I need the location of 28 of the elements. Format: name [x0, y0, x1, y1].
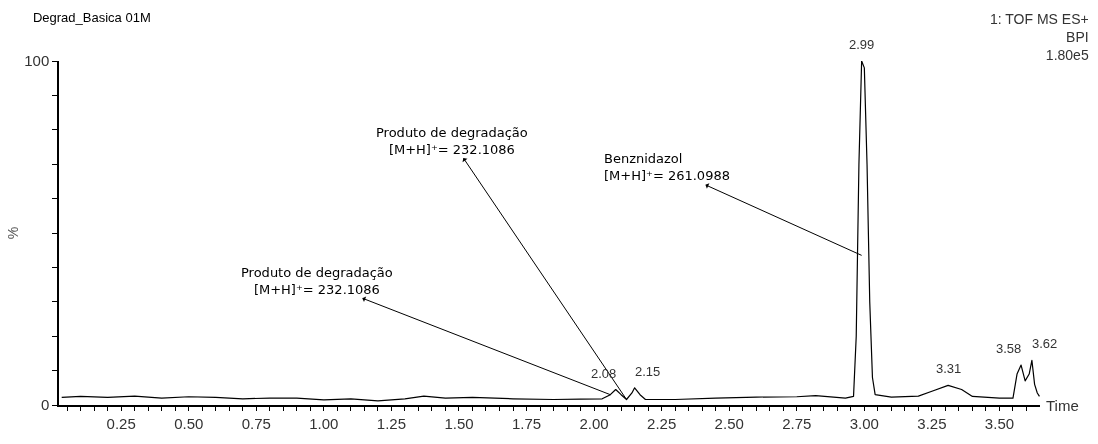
annotation: Benznidazol [M+H]⁺= 261.0988	[604, 151, 730, 183]
x-tick-label: 0.75	[241, 414, 271, 432]
annotation: 3.62	[1032, 336, 1058, 351]
y-tick-label: 0	[40, 396, 50, 414]
annotation: 2.99	[849, 37, 875, 52]
annotation: 2.15	[635, 364, 661, 379]
x-tick-label: 1.75	[511, 414, 542, 432]
annotation: 3.31	[936, 361, 962, 376]
annotation: Produto de degradação [M+H]⁺= 232.1086	[241, 265, 393, 297]
y-tick-label: 100	[24, 52, 50, 70]
x-tick-label: 0.50	[174, 414, 204, 432]
chart-title: Degrad_Basica 01M	[32, 10, 151, 26]
x-tick-label: 1.00	[309, 414, 339, 432]
annotation: 3.58	[996, 341, 1022, 356]
x-tick-label: 3.25	[917, 414, 947, 432]
x-tick-label: 2.75	[782, 414, 812, 432]
x-tick-label: 2.50	[714, 414, 744, 432]
annotation: 1: TOF MS ES+ BPI 1.80e5	[990, 11, 1089, 64]
x-tick-label: 1.50	[444, 414, 474, 432]
x-axis-title: Time	[1046, 397, 1079, 414]
y-axis-title: %	[5, 226, 22, 240]
x-tick-label: 1.25	[376, 414, 406, 432]
x-tick-label: 3.00	[849, 414, 879, 432]
annotation: Produto de degradação [M+H]⁺= 232.1086	[376, 125, 528, 157]
x-tick-label: 3.50	[984, 414, 1015, 432]
x-tick-label: 0.25	[106, 414, 136, 432]
x-tick-label: 2.00	[579, 414, 609, 432]
x-tick-label: 2.25	[647, 414, 677, 432]
